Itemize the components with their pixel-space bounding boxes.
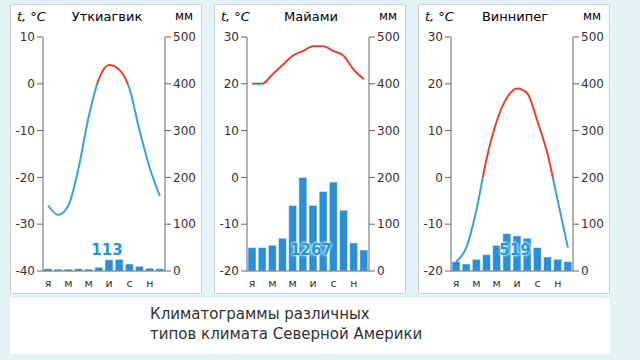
svg-text:-40: -40 [15,264,35,278]
html-text:Майами: Майами [284,9,338,24]
svg-text:0: 0 [173,264,181,278]
svg-text:-20: -20 [219,264,239,278]
svg-text:0: 0 [27,77,35,91]
svg-text:100: 100 [173,217,196,231]
svg-text:500: 500 [173,30,196,44]
svg-text:300: 300 [581,124,604,138]
svg-text:100: 100 [581,217,604,231]
svg-text:400: 400 [173,77,196,91]
html-text:t, °C: t, °C [221,9,250,24]
html-text:t, °C: t, °C [425,9,454,24]
html-text:113: 113 [91,241,123,259]
html-text:Виннипег: Виннипег [481,9,549,24]
svg-text:м: м [64,277,72,290]
html-text:Уткиагвик: Уткиагвик [71,9,143,24]
svg-text:м: м [268,277,276,290]
svg-text:200: 200 [173,171,196,185]
html-text:t, °C: t, °C [17,9,46,24]
svg-text:300: 300 [173,124,196,138]
svg-text:-10: -10 [15,124,35,138]
html-text:519: 519 [499,241,531,259]
html-text:мм: мм [378,9,397,23]
svg-text:30: 30 [224,30,239,44]
svg-text:м: м [289,277,297,290]
svg-text:100: 100 [377,217,400,231]
svg-text:400: 400 [581,77,604,91]
svg-text:10: 10 [20,30,35,44]
svg-text:0: 0 [435,171,443,185]
html-text:1267: 1267 [290,241,332,259]
svg-text:я: я [249,277,256,290]
html-text:мм: мм [174,9,193,23]
svg-text:-10: -10 [423,217,443,231]
svg-text:я: я [45,277,52,290]
svg-text:0: 0 [581,264,589,278]
svg-text:500: 500 [581,30,604,44]
svg-text:20: 20 [428,77,443,91]
svg-text:20: 20 [224,77,239,91]
svg-text:н: н [554,277,561,290]
svg-text:и: и [310,277,317,290]
svg-text:-30: -30 [15,217,35,231]
svg-text:н: н [146,277,153,290]
svg-text:400: 400 [377,77,400,91]
svg-text:м: м [472,277,480,290]
html-text:Климатограммы различных: Климатограммы различных [150,305,370,323]
html-text:типов климата Северной Америки: типов климата Северной Америки [150,325,423,343]
svg-text:и: и [514,277,521,290]
html-text:мм: мм [582,9,601,23]
svg-text:0: 0 [231,171,239,185]
svg-text:и: и [106,277,113,290]
svg-text:30: 30 [428,30,443,44]
svg-text:10: 10 [428,124,443,138]
svg-text:н: н [350,277,357,290]
svg-text:300: 300 [377,124,400,138]
svg-text:м: м [493,277,501,290]
svg-text:500: 500 [377,30,400,44]
svg-text:с: с [330,277,336,290]
svg-text:я: я [453,277,460,290]
svg-text:10: 10 [224,124,239,138]
svg-text:с: с [126,277,132,290]
svg-text:-20: -20 [423,264,443,278]
svg-text:с: с [534,277,540,290]
svg-text:200: 200 [377,171,400,185]
svg-text:0: 0 [377,264,385,278]
svg-text:м: м [85,277,93,290]
svg-text:200: 200 [581,171,604,185]
svg-text:-10: -10 [219,217,239,231]
svg-text:-20: -20 [15,171,35,185]
